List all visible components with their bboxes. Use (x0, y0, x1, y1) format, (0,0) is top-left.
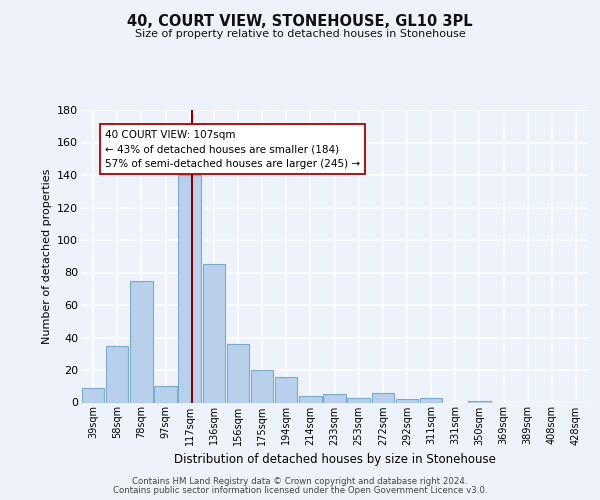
Bar (178, 175, 201, 402)
Bar (347, 398, 370, 402)
Bar (323, 394, 346, 402)
Bar (275, 376, 298, 402)
Text: Contains HM Land Registry data © Crown copyright and database right 2024.: Contains HM Land Registry data © Crown c… (132, 477, 468, 486)
Text: Size of property relative to detached houses in Stonehouse: Size of property relative to detached ho… (134, 29, 466, 39)
Bar (299, 396, 322, 402)
Bar (227, 344, 249, 403)
Bar (82, 388, 104, 402)
Bar (130, 280, 152, 402)
Text: Contains public sector information licensed under the Open Government Licence v3: Contains public sector information licen… (113, 486, 487, 495)
Bar (468, 401, 491, 402)
Text: 40, COURT VIEW, STONEHOUSE, GL10 3PL: 40, COURT VIEW, STONEHOUSE, GL10 3PL (127, 14, 473, 29)
Bar (106, 346, 128, 403)
Bar (251, 370, 273, 402)
Bar (371, 393, 394, 402)
Bar (203, 264, 225, 402)
Bar (154, 386, 177, 402)
X-axis label: Distribution of detached houses by size in Stonehouse: Distribution of detached houses by size … (173, 453, 496, 466)
Bar (420, 398, 442, 402)
Text: 40 COURT VIEW: 107sqm
← 43% of detached houses are smaller (184)
57% of semi-det: 40 COURT VIEW: 107sqm ← 43% of detached … (105, 130, 360, 169)
Y-axis label: Number of detached properties: Number of detached properties (41, 168, 52, 344)
Bar (396, 399, 418, 402)
